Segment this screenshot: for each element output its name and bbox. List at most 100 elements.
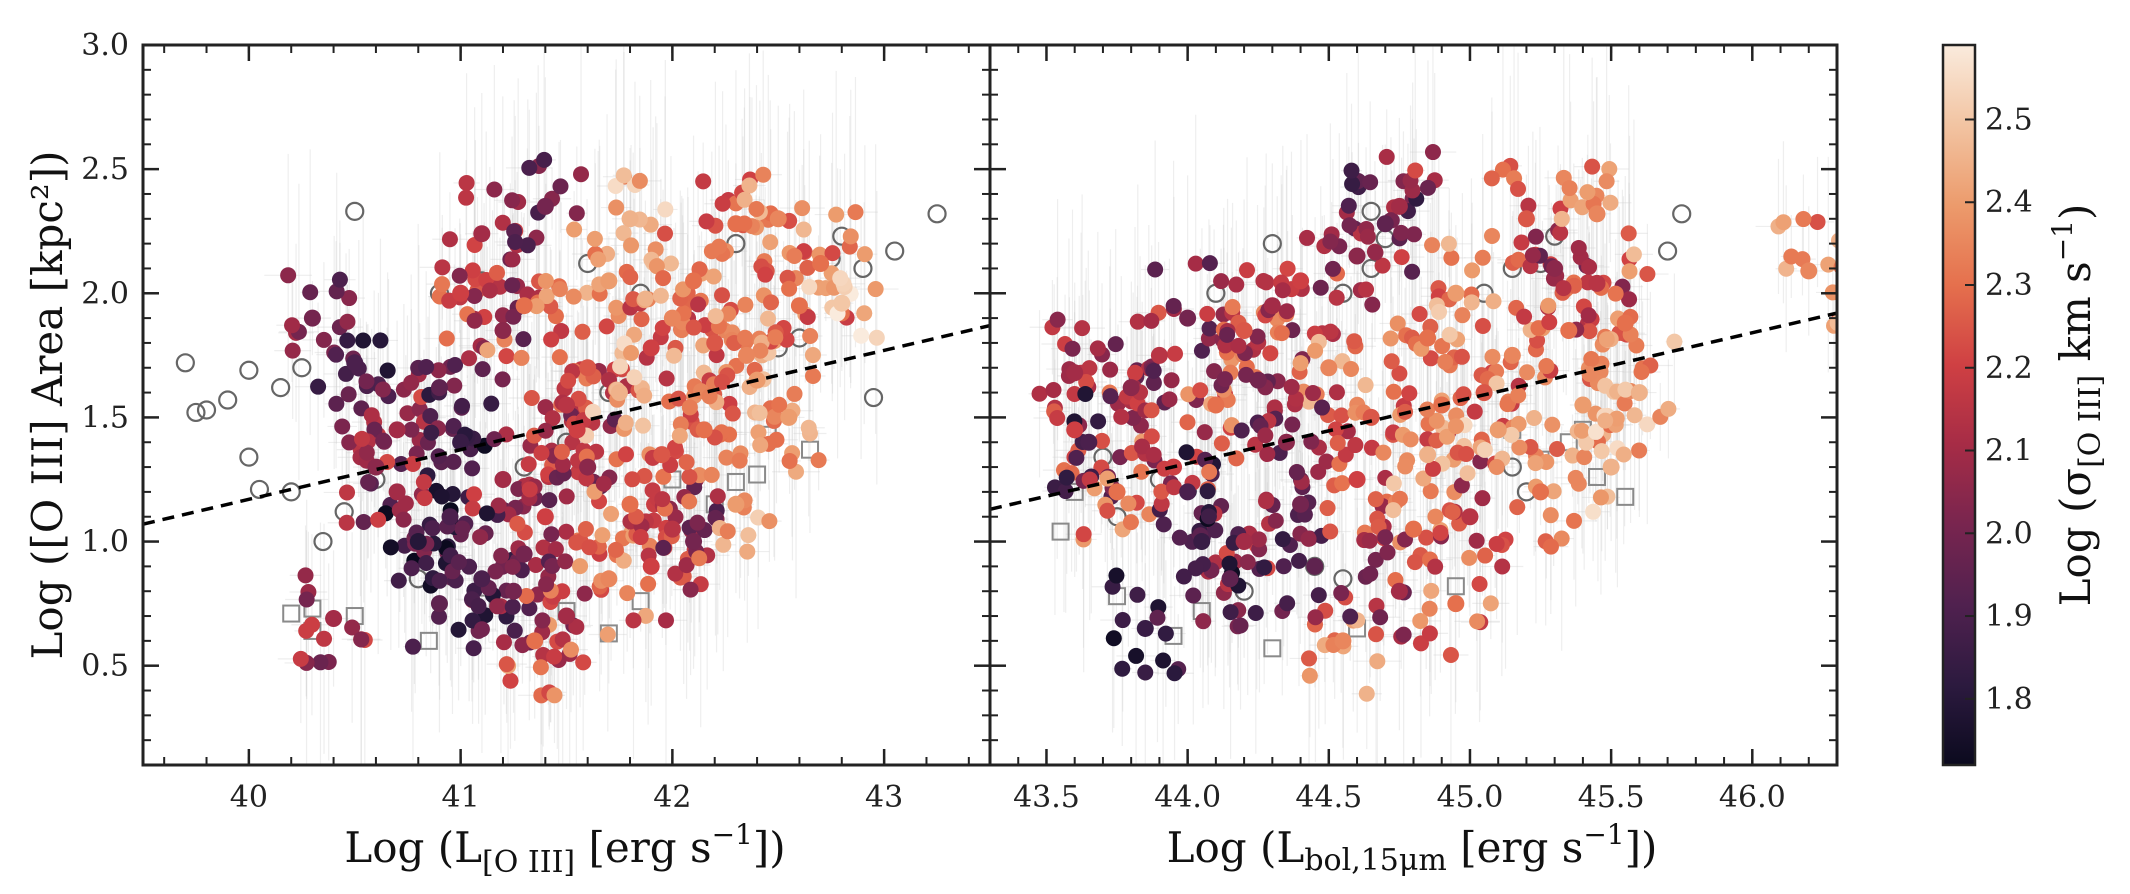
left-detected-point [595, 475, 612, 492]
left-detected-point [805, 367, 822, 384]
left-detected-point [430, 595, 448, 613]
right-detected-point [1471, 576, 1488, 593]
left-detected-point [445, 453, 462, 470]
right-detected-point [1213, 435, 1230, 452]
right-detected-point [1147, 261, 1164, 278]
right-detected-point [1601, 161, 1618, 178]
left-detected-point [458, 174, 475, 191]
right-detected-point [1385, 502, 1402, 519]
left-detected-point [298, 591, 315, 608]
right-detected-point [1064, 340, 1081, 357]
left-detected-point [441, 508, 459, 526]
right-detected-point [1620, 225, 1637, 242]
right-detected-point [1187, 560, 1204, 577]
right-detected-point [1367, 551, 1384, 568]
left-detected-point [382, 539, 399, 556]
left-upper-limit-marker [748, 465, 767, 484]
left-detected-point [685, 319, 702, 336]
left-detected-point [737, 296, 754, 313]
right-detected-point [1489, 421, 1507, 439]
left-detected-point [505, 582, 523, 600]
left-detected-point [486, 181, 503, 198]
right-detected-point [1527, 228, 1544, 245]
right-detected-point [1484, 227, 1501, 244]
right-detected-point [1560, 322, 1578, 340]
left-detected-point [478, 505, 495, 522]
left-detected-point [842, 228, 859, 245]
left-detected-point [701, 388, 718, 405]
right-detected-point [1113, 408, 1130, 425]
right-detected-point [1432, 524, 1449, 541]
right-detected-point [1469, 613, 1486, 630]
right-detected-point [1570, 239, 1587, 256]
right-detected-point [1447, 284, 1465, 302]
left-detected-point [568, 534, 585, 551]
left-detected-point [446, 377, 463, 394]
left-open-circle-marker [885, 241, 905, 261]
right-detected-point [1089, 340, 1106, 357]
left-detected-point [416, 490, 433, 507]
right-detected-point [1390, 582, 1408, 600]
colorbar-tick-label: 2.4 [1985, 185, 2033, 220]
left-detected-point [551, 281, 568, 298]
left-detected-point [315, 331, 332, 348]
right-detected-point [1375, 444, 1392, 461]
left-detected-point [678, 454, 695, 471]
right-detected-point [1347, 437, 1364, 454]
left-detected-point [536, 197, 554, 215]
right-detected-point [1474, 490, 1491, 507]
left-detected-point [682, 581, 699, 598]
left-detected-point [367, 458, 385, 476]
right-detected-point [1494, 161, 1511, 178]
left-detected-point [415, 473, 432, 490]
left-detected-point [759, 310, 776, 327]
y-tick-label: 0.5 [81, 649, 129, 684]
left-detected-point [584, 403, 601, 420]
left-detected-point [662, 255, 679, 272]
colorbar-label: Log (σ[O III] km s−1) [2046, 204, 2108, 607]
left-detected-point [399, 405, 416, 422]
right-detected-point [1340, 197, 1357, 214]
right-detected-point [1108, 483, 1126, 501]
right-detected-point [1249, 371, 1267, 389]
right-detected-point [1129, 313, 1146, 330]
right-detected-point [1578, 434, 1595, 451]
right-detected-point [1598, 173, 1615, 190]
left-detected-point [566, 221, 583, 238]
left-detected-point [473, 570, 491, 588]
y-tick-label: 1.0 [81, 525, 129, 560]
right-detected-point [1405, 520, 1422, 538]
right-detected-point [1367, 244, 1384, 261]
right-detected-point [1093, 432, 1110, 449]
right-detected-point [1633, 363, 1650, 380]
right-upper-limit-marker [1051, 522, 1070, 541]
left-detected-point [344, 619, 361, 636]
right-detected-point [1488, 535, 1505, 552]
colorbar-tick-label: 2.3 [1985, 268, 2033, 303]
right-detected-point [1185, 587, 1202, 604]
right-detected-point [1235, 533, 1253, 551]
right-detected-point [1555, 280, 1572, 297]
left-detected-point [521, 159, 538, 176]
right-detected-point [1639, 416, 1656, 433]
right-detected-point [1475, 384, 1493, 402]
right-detected-point [1196, 424, 1213, 441]
left-detected-point [284, 342, 301, 359]
right-detected-point [1333, 585, 1350, 602]
left-detected-point [292, 650, 309, 667]
right-detected-point [1424, 237, 1441, 254]
right-detected-point [1440, 235, 1457, 252]
left-detected-point [769, 210, 787, 228]
right-detected-point [1503, 346, 1521, 364]
left-open-circle-marker [313, 531, 333, 552]
right-detected-point [1516, 308, 1533, 325]
left-detected-point [740, 527, 757, 544]
left-detected-point [714, 287, 731, 304]
right-detected-point [1328, 289, 1345, 306]
right-detected-point [1077, 385, 1094, 402]
left-detected-point [422, 408, 439, 425]
right-detected-point [1143, 402, 1160, 419]
right-detected-point [1199, 305, 1216, 322]
right-detected-point [1219, 326, 1236, 343]
